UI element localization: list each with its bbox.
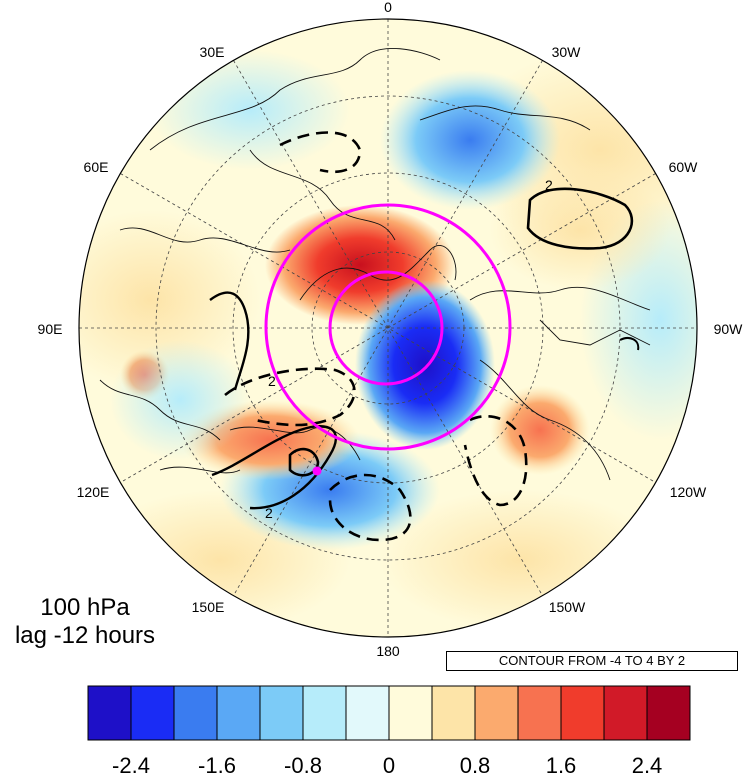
colorbar-swatch — [646, 685, 691, 741]
contour-label-1: 2 — [545, 177, 553, 193]
anomaly-shading — [79, 19, 697, 637]
map-border — [78, 18, 698, 638]
colorbar-swatch — [388, 685, 433, 741]
graticule — [79, 19, 697, 637]
colorbar-tick-label: 0.8 — [459, 753, 491, 778]
colorbar-swatch — [302, 685, 347, 741]
lon-label-120e: 120E — [77, 484, 110, 500]
contour-label-2: 2 — [268, 373, 276, 389]
colorbar — [87, 685, 691, 741]
lon-label-120w: 120W — [670, 484, 707, 500]
colorbar-swatch — [216, 685, 261, 741]
colorbar-tick-label: 1.6 — [545, 753, 577, 778]
colorbar-tick-label: 2.4 — [631, 753, 663, 778]
colorbar-swatch — [603, 685, 648, 741]
colorbar-swatch — [259, 685, 304, 741]
colorbar-tick-label: -1.6 — [198, 753, 236, 778]
colorbar-swatch — [130, 685, 175, 741]
colorbar-swatch — [517, 685, 562, 741]
magenta-point — [312, 466, 322, 476]
colorbar-swatch — [560, 685, 605, 741]
lon-label-90w: 90W — [714, 321, 744, 337]
inner-circle — [328, 270, 444, 386]
lon-label-180: 180 — [376, 643, 400, 659]
lon-label-90e: 90E — [38, 321, 63, 337]
pressure-level-label: 100 hPa — [40, 594, 130, 621]
lag-label: lag -12 hours — [14, 622, 156, 649]
contour-info-box: CONTOUR FROM -4 TO 4 BY 2 — [446, 651, 738, 671]
lon-label-60e: 60E — [84, 159, 109, 175]
colorbar-swatch — [173, 685, 218, 741]
longitude-labels: 0 30W 60W 90W 120W 150W 180 150E 120E 90… — [38, 0, 744, 659]
colorbar-swatch — [431, 685, 476, 741]
contours-dashed — [224, 131, 528, 542]
colorbar-swatch — [345, 685, 390, 741]
colorbar-swatch — [474, 685, 519, 741]
colorbar-swatch — [87, 685, 132, 741]
lon-label-150w: 150W — [549, 599, 586, 615]
colorbar-tick-label: -0.8 — [284, 753, 322, 778]
lon-label-60w: 60W — [669, 159, 699, 175]
outer-circle — [264, 203, 512, 451]
contour-label-3: 2 — [265, 505, 273, 521]
lon-label-0: 0 — [384, 0, 392, 15]
lon-label-30e: 30E — [200, 44, 225, 60]
contours — [209, 187, 640, 510]
magenta-circles — [264, 203, 512, 451]
lon-label-30w: 30W — [552, 44, 582, 60]
lon-label-150e: 150E — [192, 599, 225, 615]
colorbar-tick-label: -2.4 — [112, 753, 150, 778]
colorbar-tick-label: 0 — [382, 753, 396, 778]
